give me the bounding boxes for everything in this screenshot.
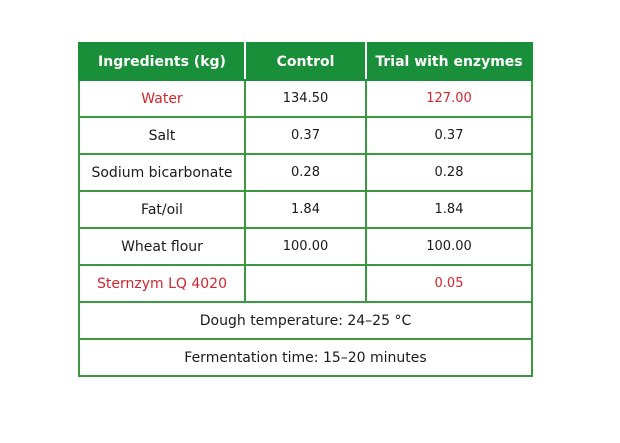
control-cell: 0.37 [244, 116, 367, 155]
fermentation-time-note: Fermentation time: 15–20 minutes [78, 338, 533, 377]
table-row: Salt 0.37 0.37 [78, 116, 533, 155]
table-row: Wheat flour 100.00 100.00 [78, 227, 533, 266]
control-cell [244, 264, 367, 303]
table-row: Water 134.50 127.00 [78, 79, 533, 118]
ingredient-cell: Salt [78, 116, 246, 155]
trial-cell: 0.28 [365, 153, 533, 192]
dough-temperature-note: Dough temperature: 24–25 °C [78, 301, 533, 340]
control-cell: 1.84 [244, 190, 367, 229]
table-header-row: Ingredients (kg) Control Trial with enzy… [78, 42, 533, 81]
table-row: Sternzym LQ 4020 0.05 [78, 264, 533, 303]
trial-cell: 1.84 [365, 190, 533, 229]
trial-cell: 127.00 [365, 79, 533, 118]
ingredient-cell: Wheat flour [78, 227, 246, 266]
header-ingredients: Ingredients (kg) [78, 42, 246, 81]
table-note-row: Fermentation time: 15–20 minutes [78, 338, 533, 377]
trial-cell: 0.37 [365, 116, 533, 155]
trial-cell: 100.00 [365, 227, 533, 266]
control-cell: 0.28 [244, 153, 367, 192]
control-cell: 134.50 [244, 79, 367, 118]
table-note-row: Dough temperature: 24–25 °C [78, 301, 533, 340]
header-trial: Trial with enzymes [365, 42, 533, 81]
ingredient-cell: Sodium bicarbonate [78, 153, 246, 192]
ingredient-cell: Sternzym LQ 4020 [78, 264, 246, 303]
control-cell: 100.00 [244, 227, 367, 266]
ingredient-cell: Fat/oil [78, 190, 246, 229]
table-row: Sodium bicarbonate 0.28 0.28 [78, 153, 533, 192]
trial-cell: 0.05 [365, 264, 533, 303]
table-row: Fat/oil 1.84 1.84 [78, 190, 533, 229]
ingredient-cell: Water [78, 79, 246, 118]
recipe-table: Ingredients (kg) Control Trial with enzy… [78, 42, 533, 377]
header-control: Control [244, 42, 367, 81]
